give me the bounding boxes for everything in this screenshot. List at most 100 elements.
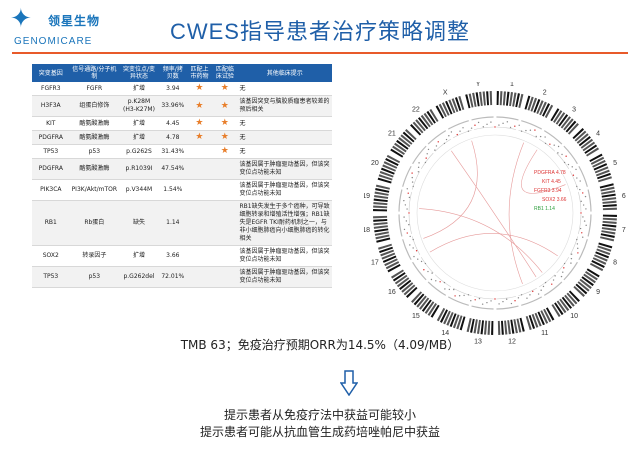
- cnv-point: [581, 232, 583, 234]
- cnv-point: [553, 144, 555, 146]
- cnv-point: [579, 227, 582, 230]
- cnv-point: [529, 294, 531, 296]
- cnv-point: [413, 255, 415, 258]
- gene-label: RB1 1.14: [534, 206, 555, 212]
- drug-cell: [186, 158, 213, 180]
- cnv-point: [405, 220, 408, 222]
- note-cell: 该基因属于肿瘤驱动基因，但该突变位点功能未知: [237, 179, 332, 201]
- cnv-point: [426, 153, 428, 155]
- cnv-point: [481, 303, 484, 305]
- conclusion-immunotherapy: 提示患者从免疫疗法中获益可能较小: [223, 408, 416, 422]
- cnv-point: [584, 195, 587, 198]
- cnv-point: [430, 278, 433, 281]
- cnv-point: [582, 236, 584, 238]
- circos-plot: 12345678910111213141516171819202122XYPDG…: [364, 82, 626, 344]
- cnv-point: [580, 200, 582, 203]
- gene-cell: PIK3CA: [32, 179, 70, 201]
- chromosome-label: 19: [364, 193, 370, 200]
- chromosome-label: X: [443, 90, 448, 97]
- chromosome-segment: 6: [578, 183, 626, 212]
- table-row: H3F3A 组蛋白修饰 p.K28M (H3-K27M) 33.96% ★ ★ 该基因突变与…: [32, 95, 332, 117]
- cnv-point: [509, 126, 512, 129]
- chromosome-segment: 8: [569, 236, 617, 272]
- site-cell: 扩增: [119, 116, 159, 131]
- cnv-point: [534, 129, 536, 131]
- chromosome-label: 10: [570, 313, 578, 320]
- cnv-point: [576, 238, 578, 241]
- cnv-point: [498, 124, 500, 126]
- cnv-point: [585, 224, 587, 227]
- chromosome-label: 16: [388, 289, 396, 296]
- chromosome-segment: 4: [556, 128, 600, 170]
- cnv-point: [412, 238, 414, 241]
- cnv-point: [417, 171, 420, 173]
- mutation-table: 突变基因 信号通路/分子机制 突变位点/变异状态 频率/拷贝数 匹配上市药物 匹…: [32, 64, 332, 288]
- link-arc: [423, 140, 478, 239]
- cnv-point: [403, 199, 405, 202]
- note-cell: RB1缺失发生于多个癌种，可导致细胞转录和增殖活性增强；RB1缺失是EGFR T…: [237, 200, 332, 246]
- match-star-icon: ★: [195, 100, 204, 111]
- gene-label: SOX2 3.66: [542, 197, 567, 203]
- link-arc: [429, 233, 558, 257]
- trial-cell: [212, 266, 238, 288]
- cnv-point: [577, 247, 579, 250]
- note-cell: 该基因属于肿瘤驱动基因，但该突变位点功能未知: [237, 245, 332, 267]
- table-row: FGFR3 FGFR 扩增 3.94 ★ ★ 无: [32, 82, 332, 96]
- drug-cell: [186, 200, 213, 246]
- site-cell: 扩增: [119, 245, 159, 267]
- cnv-point: [437, 141, 439, 143]
- cnv-point: [520, 130, 523, 132]
- cnv-point: [544, 142, 547, 145]
- pathway-cell: FGFR: [69, 82, 120, 96]
- chromosome-segment: 9: [556, 256, 600, 297]
- chromosome-segment: 21: [388, 129, 434, 170]
- cnv-point: [560, 275, 563, 278]
- cnv-point: [579, 180, 581, 182]
- cnv-point: [474, 299, 476, 301]
- cnv-point: [535, 135, 537, 138]
- chromosome-segment: 13: [466, 296, 494, 344]
- gene-cell: PDGFRA: [32, 158, 70, 180]
- note-cell: 无: [237, 144, 332, 159]
- table-row: PIK3CA PI3K/Akt/mTOR p.V344M 1.54% 该基因属于肿瘤驱动…: [32, 179, 332, 201]
- pathway-cell: 酪氨酸激酶: [69, 116, 120, 131]
- col-site: 突变位点/变异状态: [119, 64, 159, 82]
- site-cell: p.G262del: [119, 266, 159, 288]
- cnv-point: [571, 166, 573, 168]
- cnv-point: [565, 155, 567, 157]
- gene-cell: H3F3A: [32, 95, 70, 117]
- trial-cell: ★: [212, 144, 238, 159]
- cnv-point: [582, 204, 585, 206]
- drug-cell: [186, 179, 213, 201]
- note-cell: 该基因属于肿瘤驱动基因，但该突变位点功能未知: [237, 158, 332, 180]
- cnv-point: [579, 188, 581, 191]
- frequency-cell: 3.94: [158, 82, 187, 96]
- frequency-cell: 4.78: [158, 130, 187, 145]
- gene-cell: PDGFRA: [32, 130, 70, 145]
- site-cell: p.R1039I: [119, 158, 159, 180]
- cnv-point: [514, 300, 516, 302]
- pathway-cell: p53: [69, 266, 120, 288]
- match-star-icon: ★: [220, 83, 229, 93]
- cnv-point: [443, 142, 446, 145]
- conclusion-pazopanib: 提示患者可能从抗血管生成药培唑帕尼中获益: [199, 425, 440, 439]
- cnv-point: [470, 300, 472, 302]
- chromosome-segment: 12: [496, 296, 525, 344]
- cnv-point: [444, 288, 446, 290]
- trial-cell: [212, 179, 238, 201]
- cnv-point: [412, 247, 414, 249]
- chromosome-label: 18: [364, 227, 370, 234]
- cnv-point: [544, 136, 546, 138]
- cnv-point: [490, 300, 492, 302]
- cnv-point: [549, 143, 551, 145]
- gene-label: PDGFRA 4.78: [534, 170, 566, 176]
- chromosome-label: 8: [613, 260, 617, 267]
- match-star-icon: ★: [220, 132, 229, 142]
- table-row: KIT 酪氨酸激酶 扩增 4.45 ★ ★ 无: [32, 116, 332, 131]
- trial-cell: ★: [212, 95, 238, 117]
- cnv-point: [577, 252, 579, 254]
- frequency-cell: 1.54%: [158, 179, 187, 201]
- cnv-point: [431, 272, 433, 274]
- cnv-point: [510, 302, 513, 305]
- trial-cell: [212, 158, 238, 180]
